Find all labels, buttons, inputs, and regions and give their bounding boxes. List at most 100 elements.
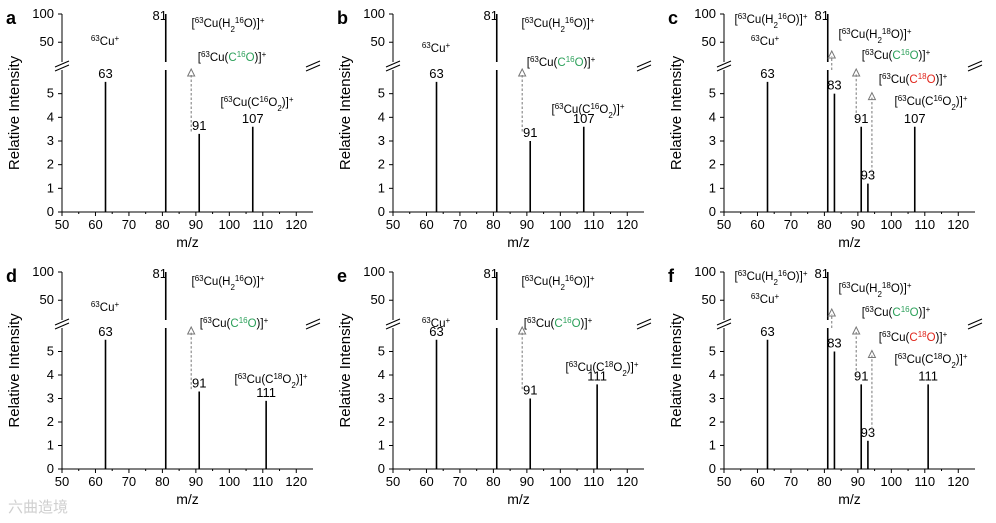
x-tick-label: 90 bbox=[520, 217, 534, 232]
x-tick-label: 80 bbox=[817, 474, 831, 489]
y-tick-label: 1 bbox=[47, 180, 54, 195]
x-tick-label: 60 bbox=[419, 217, 433, 232]
ion-label: [63Cu(C18O2)]+ bbox=[895, 352, 968, 370]
transition-arrowhead-1 bbox=[851, 67, 861, 77]
y-tick-label: 4 bbox=[709, 367, 716, 382]
panel-label-a: a bbox=[6, 8, 17, 28]
axis-break-right bbox=[636, 318, 652, 326]
ion-label: [63Cu(H216O)]+ bbox=[735, 12, 808, 30]
axis-break-left bbox=[716, 318, 732, 326]
x-tick-label: 120 bbox=[616, 474, 638, 489]
x-tick-label: 80 bbox=[817, 217, 831, 232]
ion-label: 63Cu+ bbox=[751, 34, 780, 49]
axis-break-right bbox=[305, 322, 321, 330]
y-tick-label: 0 bbox=[378, 204, 385, 219]
axis-break-right bbox=[305, 60, 321, 68]
peak-label-91: 91 bbox=[854, 111, 868, 126]
ion-label: 63Cu+ bbox=[91, 300, 120, 315]
peak-label-91: 91 bbox=[192, 118, 206, 133]
axis-break-left bbox=[54, 64, 70, 72]
x-tick-label: 100 bbox=[218, 474, 240, 489]
y-tick-label: 2 bbox=[709, 414, 716, 429]
peak-label-63: 63 bbox=[98, 66, 112, 81]
axis-break-left bbox=[385, 64, 401, 72]
y-tick-label-upper: 100 bbox=[694, 6, 716, 21]
y-tick-label-upper: 50 bbox=[40, 34, 54, 49]
y-tick-label: 1 bbox=[47, 438, 54, 453]
panel-d: 50 60 70 80 90 100 110 120 m/z 0 1 2 3 4 5 50 100 Relativ… bbox=[6, 264, 321, 507]
panel-label-c: c bbox=[668, 8, 678, 28]
y-tick-label: 2 bbox=[47, 414, 54, 429]
y-tick-label: 5 bbox=[709, 86, 716, 101]
peak-label-83: 83 bbox=[827, 336, 841, 351]
y-tick-label: 4 bbox=[378, 109, 385, 124]
y-tick-label: 1 bbox=[709, 438, 716, 453]
ion-label: [63Cu(H216O)]+ bbox=[735, 269, 808, 287]
axis-break-right bbox=[636, 322, 652, 330]
ion-label: [63Cu(C16O)]+ bbox=[862, 48, 931, 63]
axis-break-right bbox=[967, 322, 983, 330]
ion-label: [63Cu(C16O2)]+ bbox=[895, 94, 968, 112]
peak-label-63: 63 bbox=[429, 324, 443, 339]
x-tick-label: 50 bbox=[386, 474, 400, 489]
y-tick-label: 2 bbox=[378, 414, 385, 429]
y-tick-label: 2 bbox=[709, 157, 716, 172]
x-tick-label: 70 bbox=[784, 474, 798, 489]
x-tick-label: 90 bbox=[520, 474, 534, 489]
ion-label: [63Cu(C18O2)]+ bbox=[235, 372, 308, 390]
x-tick-label: 90 bbox=[189, 217, 203, 232]
peak-label-81: 81 bbox=[153, 8, 167, 23]
x-tick-label: 90 bbox=[851, 217, 865, 232]
x-tick-label: 70 bbox=[122, 217, 136, 232]
x-tick-label: 110 bbox=[914, 217, 935, 232]
peak-label-81: 81 bbox=[484, 8, 498, 23]
y-axis-label: Relative Intensity bbox=[6, 55, 23, 170]
ion-label: [63Cu(C16O)]+ bbox=[862, 305, 931, 320]
x-tick-label: 110 bbox=[252, 217, 273, 232]
x-tick-label: 120 bbox=[285, 217, 307, 232]
y-tick-label-upper: 100 bbox=[32, 6, 54, 21]
x-tick-label: 110 bbox=[583, 217, 604, 232]
peak-label-81: 81 bbox=[815, 8, 829, 23]
y-tick-label-upper: 100 bbox=[694, 264, 716, 279]
y-tick-label: 1 bbox=[378, 438, 385, 453]
x-tick-label: 70 bbox=[784, 217, 798, 232]
x-tick-label: 60 bbox=[750, 474, 764, 489]
y-axis-label: Relative Intensity bbox=[6, 313, 23, 428]
axis-break-left bbox=[716, 60, 732, 68]
axis-break-left bbox=[385, 60, 401, 68]
y-tick-label: 4 bbox=[47, 367, 54, 382]
y-tick-label-upper: 50 bbox=[371, 34, 385, 49]
y-axis-label: Relative Intensity bbox=[337, 55, 354, 170]
panel-a: 50 60 70 80 90 100 110 120 m/z 0 1 2 3 4 5 50 100 Relativ… bbox=[6, 6, 321, 250]
x-axis-label: m/z bbox=[507, 491, 530, 507]
peak-label-93: 93 bbox=[861, 425, 875, 440]
y-tick-label: 5 bbox=[378, 344, 385, 359]
y-tick-label: 2 bbox=[47, 157, 54, 172]
y-tick-label: 5 bbox=[47, 86, 54, 101]
x-tick-label: 100 bbox=[549, 217, 571, 232]
panel-c: 50 60 70 80 90 100 110 120 m/z 0 1 2 3 4 5 50 100 Relativ… bbox=[668, 6, 983, 250]
panel-f: 50 60 70 80 90 100 110 120 m/z 0 1 2 3 4 5 50 100 Relativ… bbox=[668, 264, 983, 507]
x-tick-label: 50 bbox=[717, 217, 731, 232]
panel-label-d: d bbox=[6, 266, 17, 286]
x-tick-label: 80 bbox=[155, 474, 169, 489]
y-tick-label: 5 bbox=[47, 344, 54, 359]
y-tick-label: 5 bbox=[378, 86, 385, 101]
peak-label-81: 81 bbox=[815, 266, 829, 281]
peak-label-111: 111 bbox=[918, 368, 938, 383]
x-axis-label: m/z bbox=[507, 234, 530, 250]
x-tick-label: 90 bbox=[189, 474, 203, 489]
ion-label: 63Cu+ bbox=[91, 34, 120, 49]
x-tick-label: 50 bbox=[55, 474, 69, 489]
transition-arrowhead-0 bbox=[186, 67, 196, 77]
axis-break-left bbox=[54, 60, 70, 68]
axis-break-right bbox=[967, 64, 983, 72]
axis-break-left bbox=[385, 322, 401, 330]
y-tick-label: 3 bbox=[47, 391, 54, 406]
x-tick-label: 120 bbox=[947, 217, 969, 232]
y-tick-label: 3 bbox=[709, 391, 716, 406]
ion-label: [63Cu(H218O)]+ bbox=[839, 27, 912, 45]
y-tick-label: 2 bbox=[378, 157, 385, 172]
x-tick-label: 60 bbox=[419, 474, 433, 489]
